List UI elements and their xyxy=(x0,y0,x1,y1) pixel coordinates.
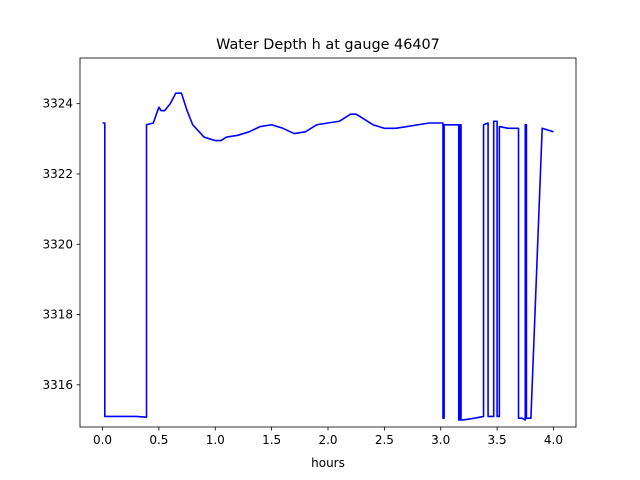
y-tick-label: 3320 xyxy=(42,237,73,251)
x-tick-label: 4.0 xyxy=(544,433,563,447)
y-tick-label: 3322 xyxy=(42,167,73,181)
series-line-0 xyxy=(102,92,554,421)
x-tick-label: 1.0 xyxy=(206,433,225,447)
x-tick-label: 2.5 xyxy=(375,433,394,447)
x-tick-label: 1.5 xyxy=(262,433,281,447)
y-tick-label: 3318 xyxy=(42,308,73,322)
chart-title: Water Depth h at gauge 46407 xyxy=(216,37,440,53)
x-tick-label: 2.0 xyxy=(318,433,337,447)
x-tick-label: 0.0 xyxy=(93,433,112,447)
x-tick-label: 3.0 xyxy=(431,433,450,447)
y-tick-label: 3316 xyxy=(42,378,73,392)
y-tick-label: 3324 xyxy=(42,97,73,111)
plot-area: 0.0 0.5 1.0 1.5 2.0 2.5 3.0 3.5 4.0 3316 3318 3320 3… xyxy=(42,57,577,447)
x-tick-label: 3.5 xyxy=(488,433,507,447)
x-tick-label: 0.5 xyxy=(149,433,168,447)
x-axis-label: hours xyxy=(311,456,345,470)
